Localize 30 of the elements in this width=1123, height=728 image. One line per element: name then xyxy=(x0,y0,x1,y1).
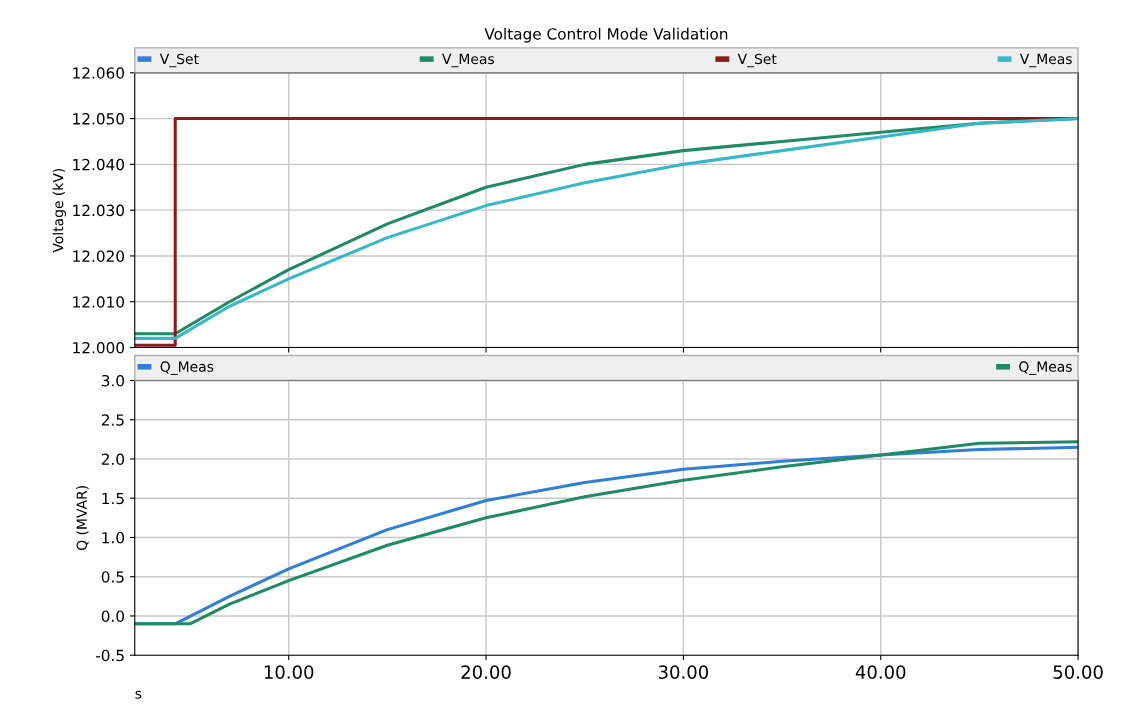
y-tick-label: 12.060 xyxy=(73,67,125,79)
y-tick-label: 12.040 xyxy=(73,158,125,171)
x-tick-label: 40.00 xyxy=(855,665,906,679)
y-tick-label: 2.0 xyxy=(101,453,125,465)
x-tick-label: 30.00 xyxy=(658,665,709,679)
y-tick-label: 0.5 xyxy=(101,571,124,583)
x-tick-label: 10.00 xyxy=(264,665,314,679)
y-tick-label: 12.030 xyxy=(73,204,125,217)
legend-label: V_Set xyxy=(159,53,199,68)
y-axis-title: Voltage (kV) xyxy=(52,168,67,253)
y-tick-label: 12.000 xyxy=(73,341,125,354)
y-tick-label: 3.0 xyxy=(101,374,125,387)
x-tick-label: 50.00 xyxy=(1053,665,1103,679)
y-tick-label: 12.010 xyxy=(73,296,125,308)
legend-label: Q_Meas xyxy=(1019,361,1072,375)
x-axis-title: s xyxy=(135,690,142,699)
legend-label: V_Meas xyxy=(1019,53,1072,68)
legend-label: V_Set xyxy=(737,53,777,68)
y-tick-label: 1.0 xyxy=(102,531,125,544)
y-tick-label: 12.050 xyxy=(73,113,125,125)
chart-title: Voltage Control Mode Validation xyxy=(484,27,728,43)
y-tick-label: 2.5 xyxy=(101,414,124,426)
y-tick-label: 12.020 xyxy=(73,250,125,262)
x-tick-label: 20.00 xyxy=(461,665,511,679)
y-tick-label: -0.5 xyxy=(95,649,124,662)
legend-label: V_Meas xyxy=(442,53,494,68)
y-tick-label: 1.5 xyxy=(102,492,124,505)
y-tick-label: 0.0 xyxy=(101,610,125,622)
y-axis-title: Q (MVAR) xyxy=(76,486,89,551)
legend-label: Q_Meas xyxy=(160,361,214,375)
